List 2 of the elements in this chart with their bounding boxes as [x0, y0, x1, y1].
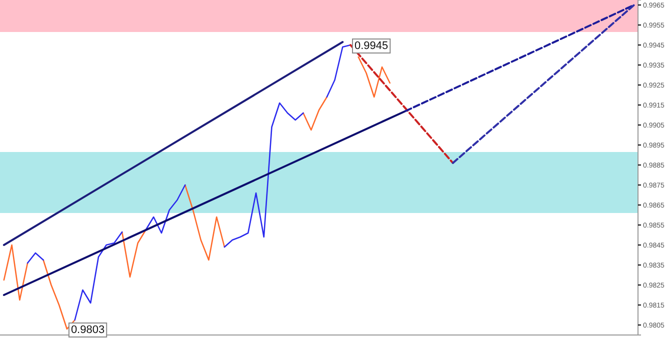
annotation: 0.9945: [354, 40, 388, 52]
annotation: 0.9803: [70, 324, 105, 336]
